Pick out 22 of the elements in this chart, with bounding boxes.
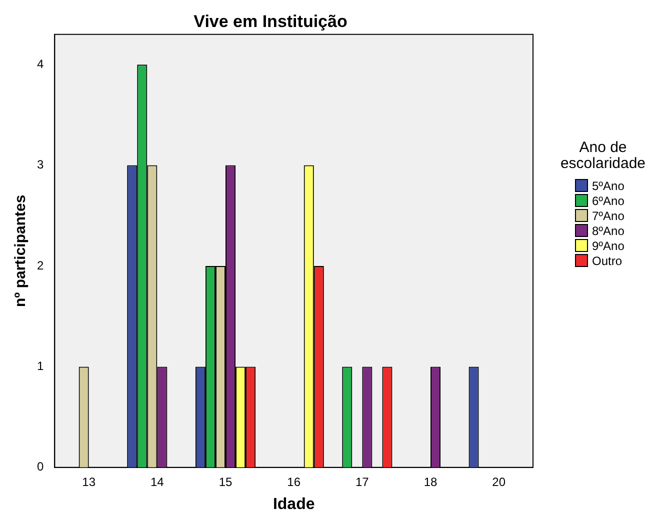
legend-label: 9ºAno [592,238,624,252]
x-tick-label: 13 [82,474,96,489]
y-tick-label: 4 [36,56,44,71]
y-tick-label: 0 [36,460,44,474]
legend-label: 8ºAno [592,224,624,238]
chart-title: Vive em Instituição [194,12,348,31]
legend-label: 5ºAno [592,178,624,192]
legend-label: 7ºAno [592,208,624,222]
x-tick-label: 18 [424,474,438,489]
y-tick-label: 3 [36,158,44,172]
y-tick-label: 1 [36,359,44,374]
legend-label: Outro [592,254,622,268]
x-tick-label: 17 [355,474,370,489]
y-axis-title: nº participantes [12,194,30,307]
y-tick-label: 2 [36,258,44,272]
x-tick-label: 14 [150,474,164,489]
legend-title: Ano de escolaridade [559,139,647,172]
x-tick-label: 16 [287,474,301,489]
legend-label: 6ºAno [592,194,624,208]
x-axis-title: Idade [272,496,315,513]
x-tick-label: 15 [218,474,232,489]
x-tick-label: 20 [492,474,506,489]
